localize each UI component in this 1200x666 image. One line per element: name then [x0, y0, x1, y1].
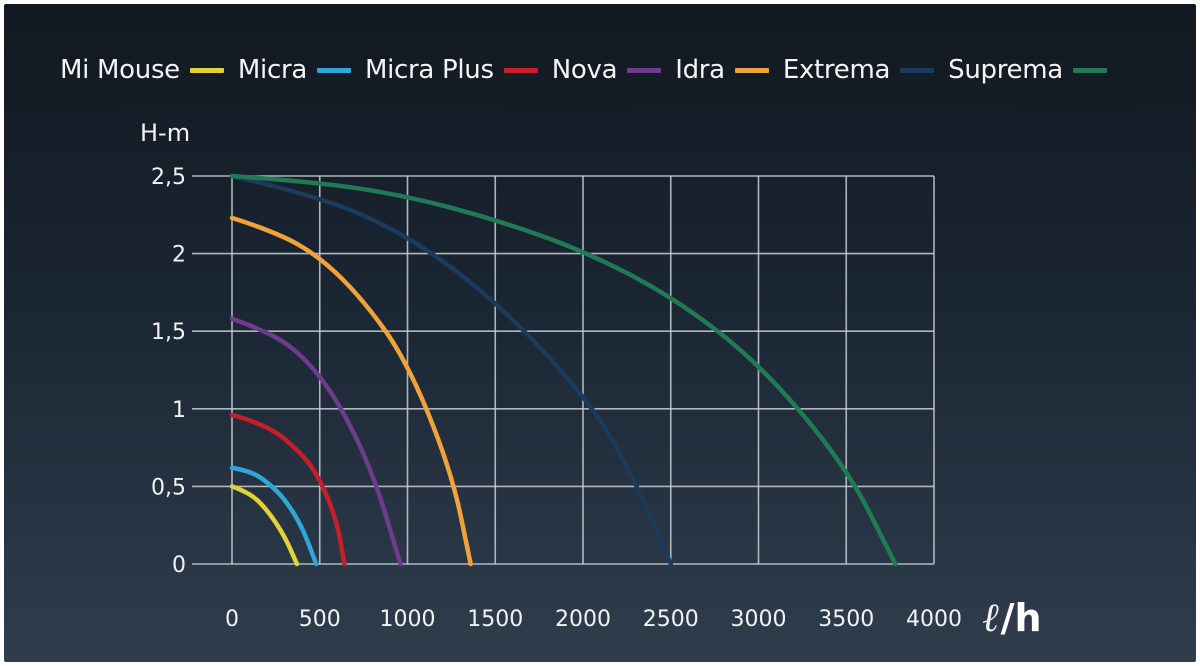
legend-item-mi-mouse: Mi Mouse — [60, 55, 224, 85]
y-tick-label: 1 — [172, 398, 186, 423]
chart-legend: Mi Mouse Micra Micra Plus Nova Idra Extrema Su… — [60, 50, 1121, 90]
legend-swatch — [900, 67, 935, 73]
y-tick-label: 2 — [172, 243, 186, 268]
legend-item-suprema: Suprema — [948, 55, 1107, 85]
series-line-nova — [229, 316, 403, 567]
x-tick-label: 1000 — [380, 607, 436, 632]
series-line-micra — [229, 465, 319, 567]
series-line-extrema — [229, 173, 673, 567]
x-tick-label: 2000 — [555, 607, 611, 632]
legend-item-micra: Micra — [238, 55, 351, 85]
legend-label: Extrema — [782, 55, 891, 85]
x-tick-label: 2500 — [643, 607, 699, 632]
chart-frame — [4, 4, 1196, 662]
legend-swatch — [316, 67, 351, 73]
x-tick-label: 0 — [225, 607, 239, 632]
legend-swatch — [1072, 67, 1107, 73]
legend-item-idra: Idra — [675, 55, 769, 85]
x-tick-label: 500 — [299, 607, 341, 632]
y-tick-label: 2,5 — [151, 165, 186, 190]
x-axis-label: ℓ/h — [982, 595, 1042, 641]
legend-item-micra-plus: Micra Plus — [365, 55, 538, 85]
legend-label: Suprema — [948, 55, 1063, 85]
x-tick-label: 1500 — [467, 607, 523, 632]
legend-swatch — [189, 67, 224, 73]
x-tick-label: 3000 — [731, 607, 787, 632]
legend-item-extrema: Extrema — [782, 55, 935, 85]
legend-label: Micra — [237, 55, 307, 85]
legend-label: Idra — [675, 55, 725, 85]
legend-label: Mi Mouse — [60, 55, 180, 85]
y-tick-label: 0 — [172, 553, 186, 578]
x-tick-label: 3500 — [818, 607, 874, 632]
y-axis-label: H-m — [140, 119, 190, 147]
legend-swatch — [734, 67, 769, 73]
series-line-micra-plus — [229, 412, 347, 567]
legend-swatch — [627, 67, 662, 73]
legend-label: Nova — [551, 55, 618, 85]
series-line-suprema — [229, 173, 898, 567]
legend-label: Micra Plus — [364, 55, 494, 85]
series-line-idra — [229, 215, 473, 567]
legend-swatch — [503, 67, 538, 73]
legend-item-nova: Nova — [551, 55, 662, 85]
y-tick-label: 1,5 — [151, 320, 186, 345]
x-tick-label: 4000 — [906, 607, 962, 632]
series-line-mi-mouse — [229, 484, 300, 567]
y-tick-label: 0,5 — [151, 475, 186, 500]
